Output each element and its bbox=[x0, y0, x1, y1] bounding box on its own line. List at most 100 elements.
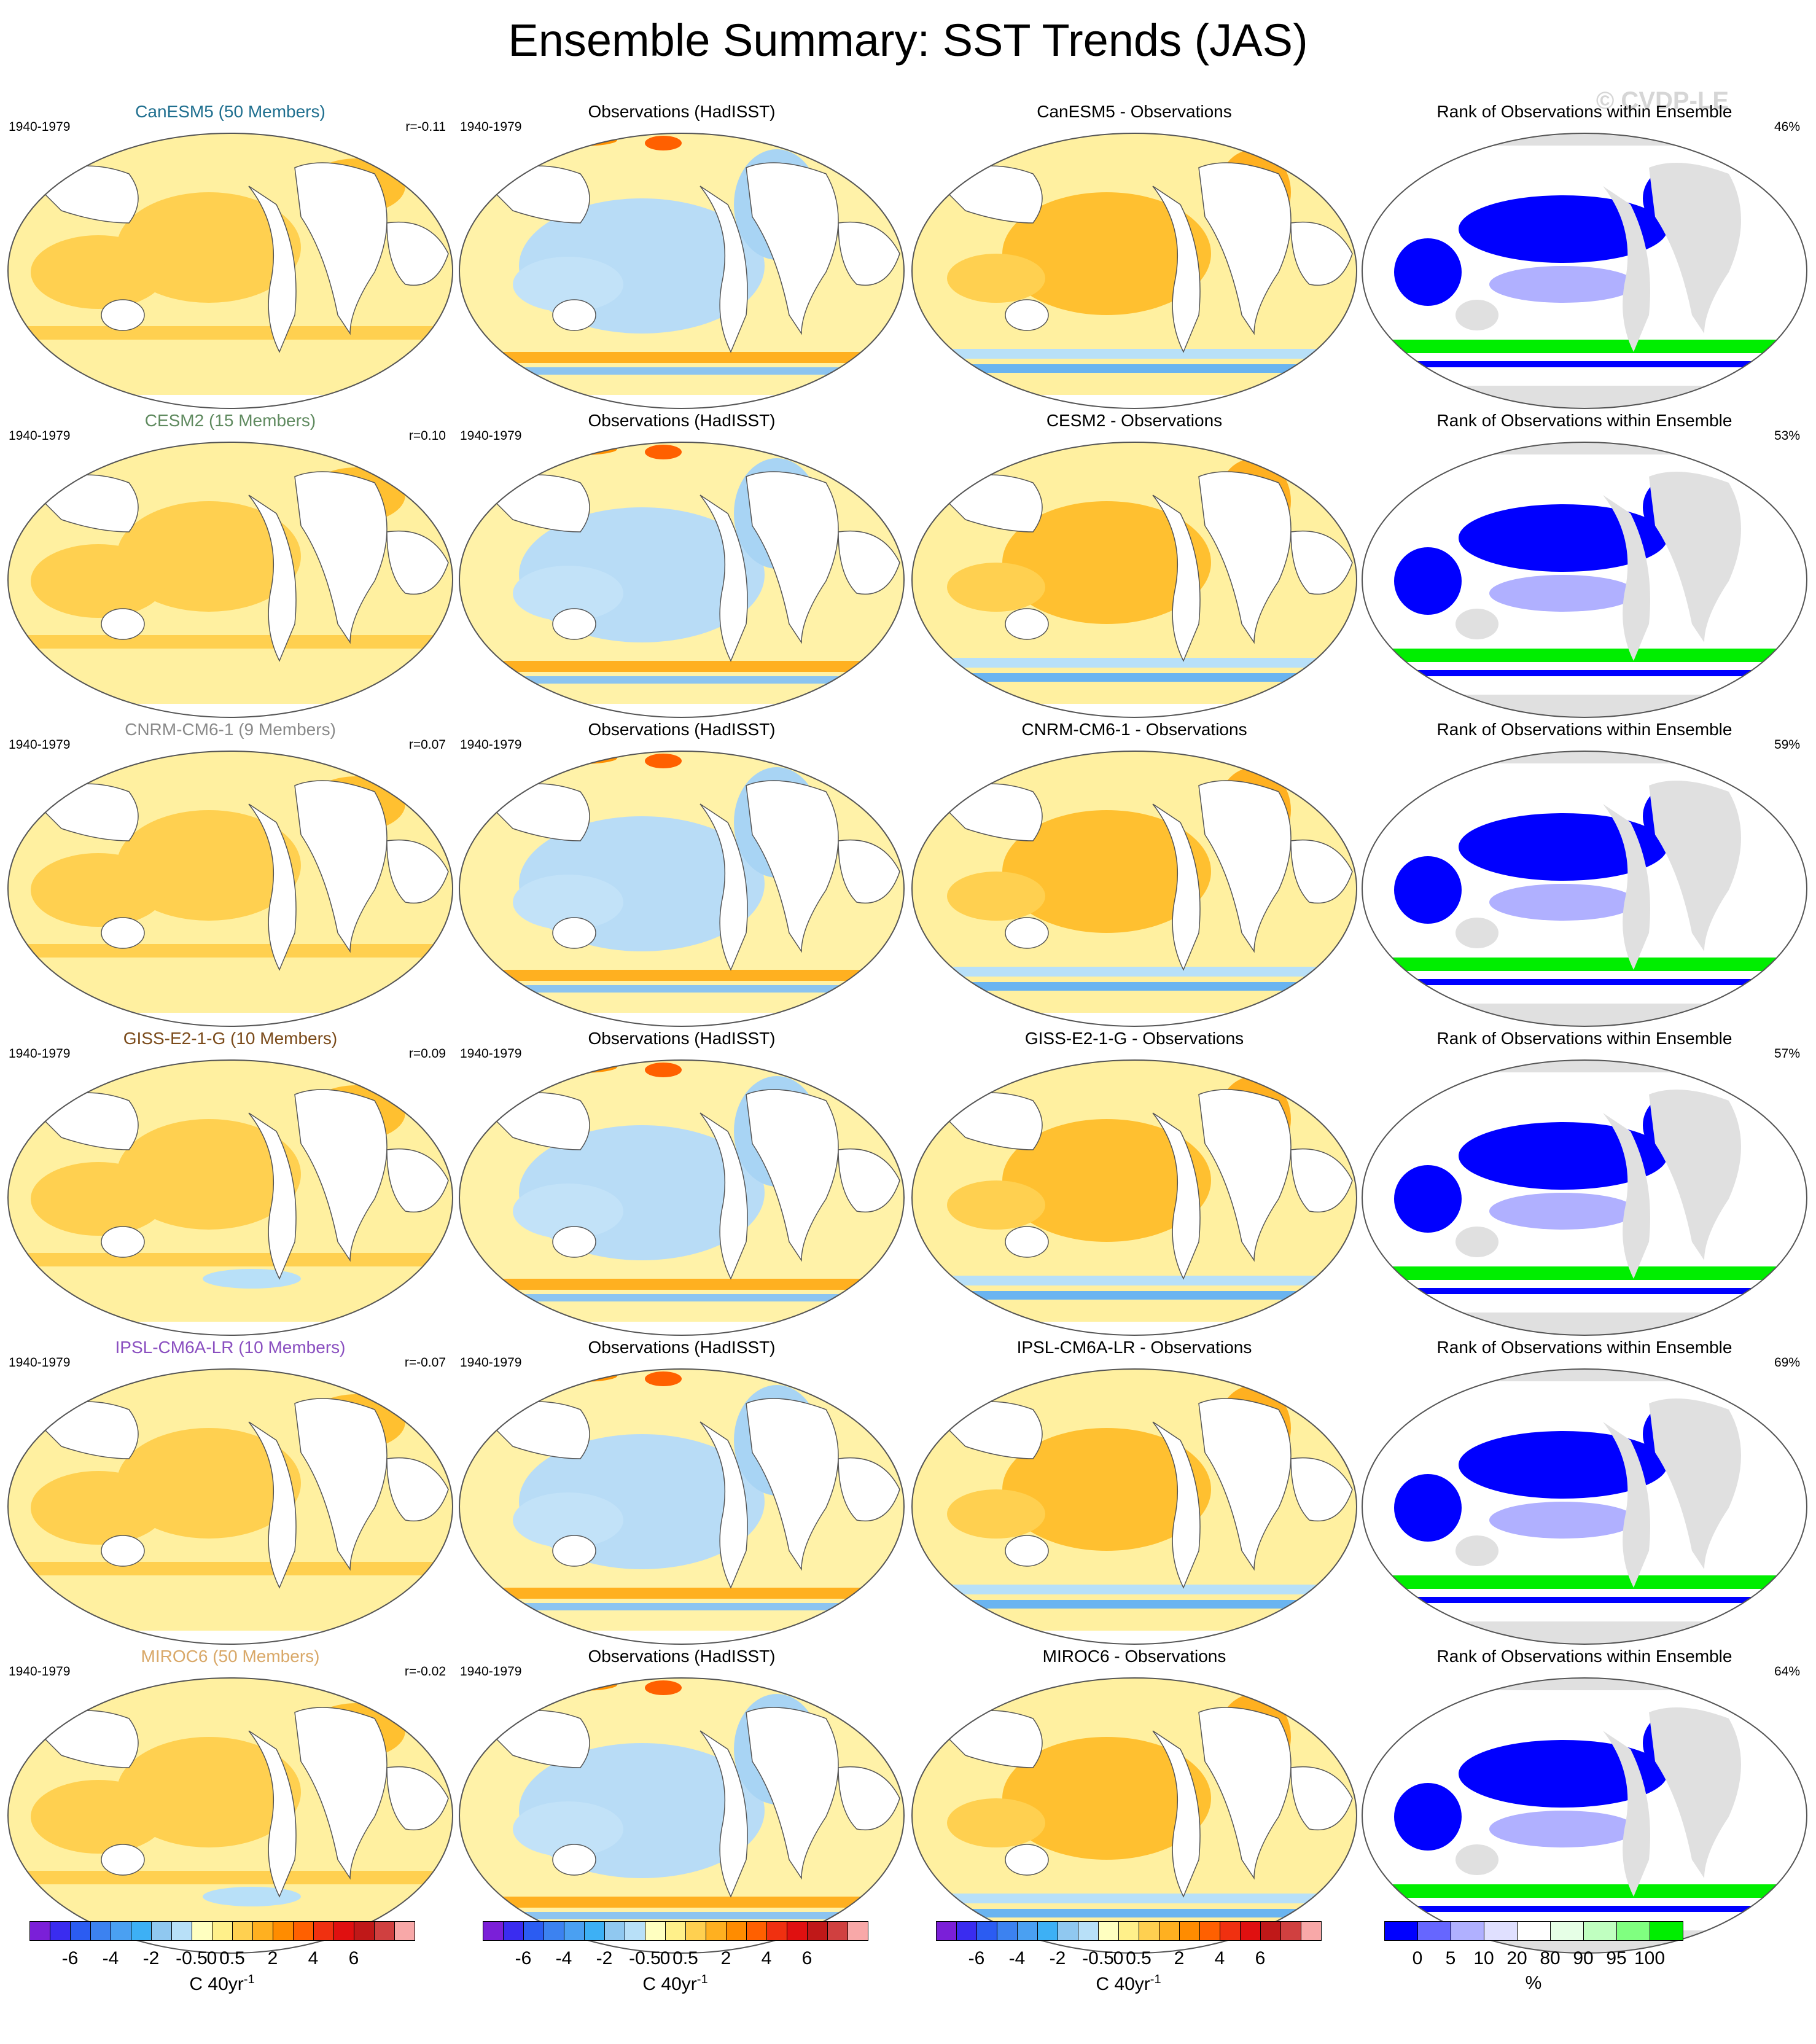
watermark: © CVDP-LE bbox=[1596, 87, 1729, 114]
model-map bbox=[7, 751, 453, 1027]
diff-map bbox=[911, 1368, 1357, 1645]
rank-percent: 57% bbox=[1774, 1047, 1800, 1061]
colorbar-box bbox=[483, 1921, 504, 1941]
period-label: 1940-1979 bbox=[9, 1356, 71, 1370]
diff-panel-title: CESM2 - Observations bbox=[1046, 411, 1223, 430]
colorbar-box bbox=[1139, 1921, 1159, 1941]
model-panel-title: CNRM-CM6-1 (9 Members) bbox=[125, 720, 336, 739]
rank-panel-title: Rank of Observations within Ensemble bbox=[1436, 720, 1732, 739]
model-panel: MIROC6 (50 Members) 1940-1979 r=-0.02 bbox=[6, 1646, 454, 1956]
pattern-correlation: r=-0.11 bbox=[405, 120, 446, 134]
model-panel: IPSL-CM6A-LR (10 Members) 1940-1979 r=-0.0… bbox=[6, 1337, 454, 1647]
colorbar-box bbox=[1451, 1921, 1484, 1941]
diff-panel-title: IPSL-CM6A-LR - Observations bbox=[1016, 1338, 1252, 1357]
period-label: 1940-1979 bbox=[9, 1047, 71, 1061]
colorbar-box bbox=[90, 1921, 111, 1941]
diff-map bbox=[911, 133, 1357, 409]
colorbar-box bbox=[584, 1921, 605, 1941]
rank-panel: Rank of Observations within Ensemble 69% bbox=[1360, 1337, 1809, 1647]
colorbar-tick-label: 0 bbox=[1412, 1948, 1423, 1968]
model-panel: GISS-E2-1-G (10 Members) 1940-1979 r=0.09 bbox=[6, 1028, 454, 1338]
colorbar-tick-label: -4 bbox=[555, 1948, 572, 1968]
obs-map bbox=[459, 1059, 905, 1336]
pattern-correlation: r=0.07 bbox=[408, 738, 446, 752]
rank-percent: 64% bbox=[1774, 1664, 1800, 1679]
model-panel: CNRM-CM6-1 (9 Members) 1940-1979 r=0.07 bbox=[6, 719, 454, 1029]
colorbar-box bbox=[746, 1921, 767, 1941]
unit-base: C 40yr bbox=[189, 1974, 244, 1994]
rank-percent: 69% bbox=[1774, 1356, 1800, 1370]
diff-panel-title: GISS-E2-1-G - Observations bbox=[1024, 1029, 1244, 1048]
colorbar-tick-label: -4 bbox=[1008, 1948, 1026, 1968]
colorbar-box bbox=[313, 1921, 334, 1941]
colorbar-box bbox=[354, 1921, 375, 1941]
colorbar-box bbox=[1260, 1921, 1281, 1941]
colorbar-tick-label: -0.5 bbox=[1082, 1948, 1114, 1968]
colorbar-box bbox=[1384, 1921, 1418, 1941]
colorbar-box bbox=[111, 1921, 131, 1941]
colorbar-tick-label: -0.5 bbox=[176, 1948, 208, 1968]
colorbar-tick-label: -6 bbox=[968, 1948, 985, 1968]
rank-panel: Rank of Observations within Ensemble 46% bbox=[1360, 101, 1809, 411]
colorbar-tick-label: 90 bbox=[1573, 1948, 1594, 1968]
colorbar-tick-label: 5 bbox=[1445, 1948, 1456, 1968]
colorbar-box bbox=[604, 1921, 625, 1941]
obs-map bbox=[459, 442, 905, 718]
colorbar-box bbox=[936, 1921, 957, 1941]
diff-panel: CNRM-CM6-1 - Observations bbox=[910, 719, 1358, 1029]
model-panel-title: CESM2 (15 Members) bbox=[144, 411, 316, 430]
colorbar-box bbox=[956, 1921, 977, 1941]
colorbar-box bbox=[1280, 1921, 1301, 1941]
rank-panel: Rank of Observations within Ensemble 53% bbox=[1360, 410, 1809, 720]
model-map bbox=[7, 1368, 453, 1645]
colorbar-box bbox=[212, 1921, 233, 1941]
colorbar-tick-label: -6 bbox=[515, 1948, 532, 1968]
colorbar-box bbox=[50, 1921, 71, 1941]
period-label: 1940-1979 bbox=[460, 738, 522, 752]
rank-map bbox=[1362, 1368, 1807, 1645]
obs-panel: Observations (HadISST) 1940-1979 bbox=[458, 101, 906, 411]
obs-panel: Observations (HadISST) 1940-1979 bbox=[458, 1028, 906, 1338]
colorbar-box bbox=[564, 1921, 585, 1941]
rank-panel-title: Rank of Observations within Ensemble bbox=[1436, 1647, 1732, 1666]
colorbar-box bbox=[151, 1921, 172, 1941]
colorbar-box bbox=[645, 1921, 666, 1941]
page-title: Ensemble Summary: SST Trends (JAS) bbox=[508, 15, 1308, 66]
period-label: 1940-1979 bbox=[9, 429, 71, 443]
colorbar-box bbox=[1058, 1921, 1078, 1941]
diff-panel: CanESM5 - Observations bbox=[910, 101, 1358, 411]
unit-base: C 40yr bbox=[1096, 1974, 1150, 1994]
colorbar-tick-label: 0.5 bbox=[672, 1948, 698, 1968]
obs-panel: Observations (HadISST) 1940-1979 bbox=[458, 410, 906, 720]
rank-panel: Rank of Observations within Ensemble 64% bbox=[1360, 1646, 1809, 1956]
colorbar-box bbox=[766, 1921, 787, 1941]
colorbar-box bbox=[976, 1921, 997, 1941]
model-panel: CanESM5 (50 Members) 1940-1979 r=-0.11 bbox=[6, 101, 454, 411]
colorbar-box bbox=[394, 1921, 415, 1941]
colorbar-tick-label: 2 bbox=[720, 1948, 731, 1968]
obs-panel-title: Observations (HadISST) bbox=[588, 720, 776, 739]
colorbar-box bbox=[293, 1921, 314, 1941]
colorbar-box bbox=[1098, 1921, 1119, 1941]
colorbar-tick-label: 10 bbox=[1473, 1948, 1494, 1968]
colorbar-tick-label: 0.5 bbox=[219, 1948, 245, 1968]
model-map bbox=[7, 133, 453, 409]
colorbar-unit-label: C 40yr-1 bbox=[1096, 1973, 1161, 1995]
diff-panel: MIROC6 - Observations bbox=[910, 1646, 1358, 1956]
rank-percent: 53% bbox=[1774, 429, 1800, 443]
diff-map bbox=[911, 442, 1357, 718]
colorbar-tick-label: 6 bbox=[801, 1948, 813, 1968]
model-panel: CESM2 (15 Members) 1940-1979 r=0.10 bbox=[6, 410, 454, 720]
colorbar-box bbox=[706, 1921, 727, 1941]
panel-row: MIROC6 (50 Members) 1940-1979 r=-0.02 Obser… bbox=[0, 1646, 1816, 1956]
colorbar-box bbox=[29, 1921, 50, 1941]
obs-map bbox=[459, 1368, 905, 1645]
period-label: 1940-1979 bbox=[460, 429, 522, 443]
colorbar-box bbox=[273, 1921, 294, 1941]
panel-row: IPSL-CM6A-LR (10 Members) 1940-1979 r=-0.0… bbox=[0, 1337, 1816, 1647]
pattern-correlation: r=0.10 bbox=[408, 429, 446, 443]
obs-panel: Observations (HadISST) 1940-1979 bbox=[458, 1646, 906, 1956]
colorbar-box bbox=[503, 1921, 524, 1941]
diff-panel-title: CanESM5 - Observations bbox=[1037, 102, 1232, 121]
panel-row: CNRM-CM6-1 (9 Members) 1940-1979 r=0.07 Obs… bbox=[0, 719, 1816, 1029]
